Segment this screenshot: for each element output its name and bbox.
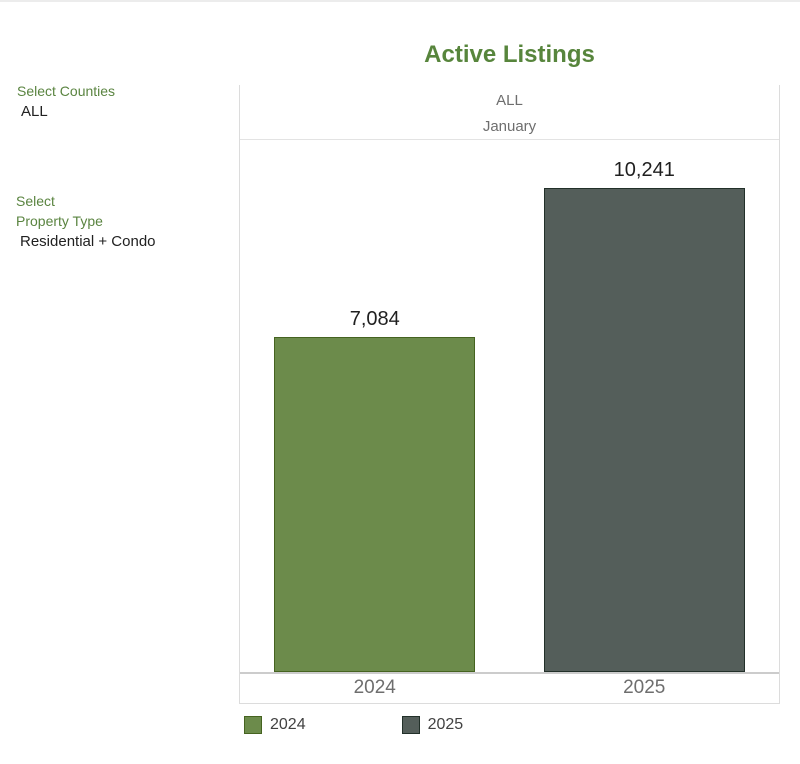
property-type-filter-label: Select Property Type — [16, 191, 156, 231]
legend-item-2025: 2025 — [401, 716, 464, 734]
chart-subtitle-counties: ALL — [496, 92, 523, 109]
chart-legend: 2024 2025 — [244, 716, 559, 734]
bar-slot-2024: 7,084 — [240, 140, 510, 672]
legend-label-2024: 2024 — [270, 716, 306, 733]
bar-value-label-2024: 7,084 — [349, 308, 400, 331]
active-listings-chart: ALL January 7,084 10,241 2024 2025 — [239, 85, 780, 704]
bar-2025[interactable] — [543, 187, 745, 672]
top-border — [0, 0, 800, 2]
counties-filter-label: Select Counties — [17, 83, 116, 99]
bar-value-label-2025: 10,241 — [613, 158, 675, 181]
x-tick-2024: 2024 — [353, 677, 396, 698]
legend-item-2024: 2024 — [244, 716, 306, 734]
chart-subtitle-month: January — [482, 118, 537, 135]
legend-swatch-2025-icon — [401, 716, 420, 734]
property-type-filter-value[interactable]: Residential + Condo — [20, 233, 156, 250]
chart-header: ALL January — [240, 85, 779, 140]
x-tick-2025: 2025 — [623, 677, 666, 698]
x-axis: 2024 2025 — [240, 674, 779, 700]
legend-swatch-2024-icon — [244, 716, 262, 734]
counties-filter: Select Counties ALL — [17, 81, 115, 121]
plot-area: 7,084 10,241 — [240, 140, 779, 674]
page-title: Active Listings — [424, 41, 595, 68]
legend-label-2025: 2025 — [427, 716, 464, 733]
bar-slot-2025: 10,241 — [510, 140, 780, 672]
property-type-filter: Select Property Type Residential + Condo — [16, 191, 156, 251]
counties-filter-value[interactable]: ALL — [21, 103, 48, 120]
bar-2024[interactable] — [274, 337, 476, 672]
property-type-filter-label-line1: Select — [16, 193, 55, 209]
property-type-filter-label-line2: Property Type — [16, 213, 103, 229]
